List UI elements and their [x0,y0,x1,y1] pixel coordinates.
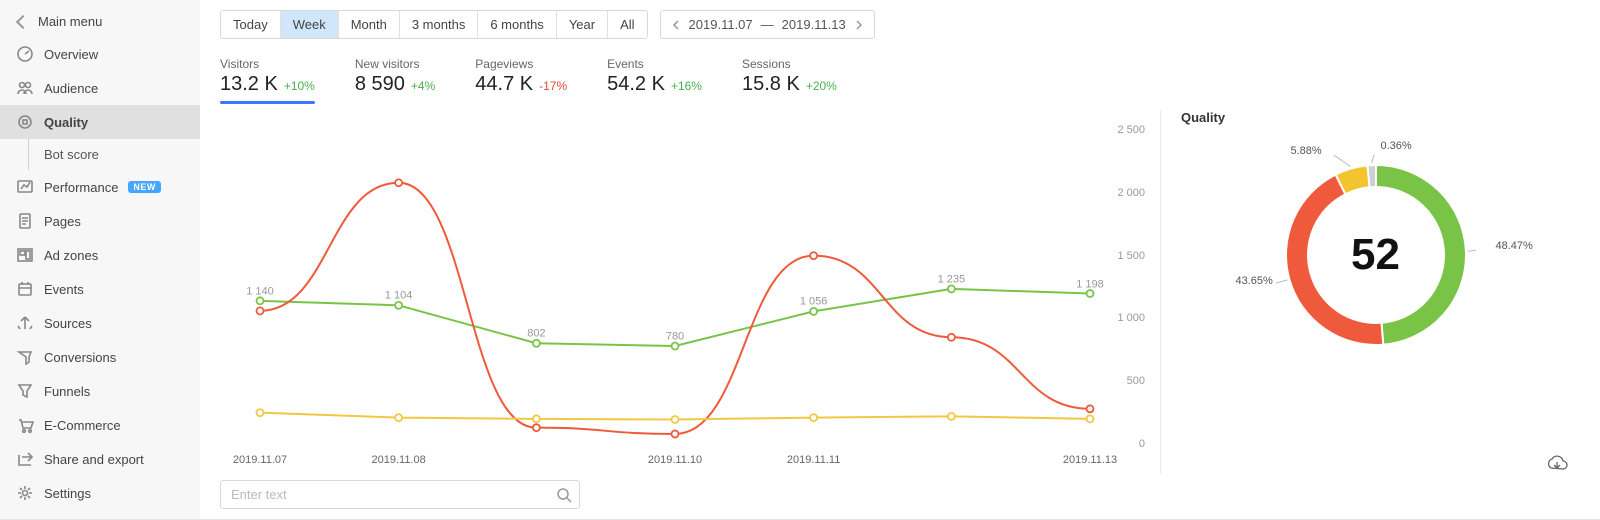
sidebar-item-label: Funnels [44,384,90,399]
search-box [220,480,580,509]
sources-icon [16,314,34,332]
metric-value: 54.2 K [607,73,665,96]
metric-visitors[interactable]: Visitors 13.2 K +10% [220,57,315,102]
metric-label: Visitors [220,57,315,71]
sidebar-item-label: Ad zones [44,248,98,263]
donut-slice-label: 5.88% [1291,145,1322,157]
new-badge: NEW [128,181,161,193]
sidebar-item-label: Conversions [44,350,116,365]
performance-icon [16,178,34,196]
metric-value: 13.2 K [220,73,278,96]
metric-new-visitors[interactable]: New visitors 8 590 +4% [355,57,435,102]
funnels-icon [16,382,34,400]
sidebar-item-sources[interactable]: Sources [0,306,200,340]
metric-label: Sessions [742,57,837,71]
metric-delta: +10% [284,79,315,93]
conversions-icon [16,348,34,366]
sidebar-item-quality[interactable]: Quality [0,105,200,139]
sidebar-item-performance[interactable]: Performance NEW [0,170,200,204]
sidebar-item-conversions[interactable]: Conversions [0,340,200,374]
metric-delta: -17% [539,79,567,93]
range-btn-today[interactable]: Today [221,11,281,38]
metric-events[interactable]: Events 54.2 K +16% [607,57,702,102]
sidebar-item-botscore[interactable]: Bot score [0,139,200,170]
date-to: 2019.11.13 [782,17,846,32]
metric-label: Events [607,57,702,71]
line-chart: 05001 0001 5002 0002 5002019.11.072019.1… [220,110,1150,474]
sidebar-item-label: E-Commerce [44,418,121,433]
overview-icon [16,45,34,63]
search-icon [556,487,572,503]
metrics-row: Visitors 13.2 K +10% New visitors 8 590 +4% Pa… [220,57,1570,102]
sidebar-item-label: Share and export [44,452,144,467]
range-btn-month[interactable]: Month [339,11,400,38]
date-range-picker[interactable]: 2019.11.07 — 2019.11.13 [660,10,875,39]
range-btn-all[interactable]: All [608,11,646,38]
metric-value: 15.8 K [742,73,800,96]
quality-title: Quality [1181,110,1570,125]
date-sep: — [761,17,774,32]
donut-slice-label: 43.65% [1236,275,1273,287]
sidebar-item-label: Settings [44,486,91,501]
sidebar-item-pages[interactable]: Pages [0,204,200,238]
cloud-download-icon[interactable] [1544,454,1570,474]
sidebar-item-label: Performance [44,180,118,195]
sidebar-item-shareexport[interactable]: Share and export [0,442,200,476]
range-btn-6months[interactable]: 6 months [478,11,556,38]
metric-label: New visitors [355,57,435,71]
shareexport-icon [16,450,34,468]
adzones-icon [16,246,34,264]
app-root: Main menu Overview Audience Quality Bot sco… [0,0,1600,520]
sidebar-item-overview[interactable]: Overview [0,37,200,71]
metric-delta: +16% [671,79,702,93]
search-input[interactable] [220,480,580,509]
date-from: 2019.11.07 [689,17,753,32]
sidebar-item-label: Quality [44,115,88,130]
chevron-left-icon [16,14,30,28]
sidebar-item-label: Bot score [44,147,99,162]
sidebar-item-adzones[interactable]: Ad zones [0,238,200,272]
main-content: TodayWeekMonth3 months6 monthsYearAll 20… [200,0,1600,519]
sidebar-item-label: Audience [44,81,98,96]
donut-slice-label: 48.47% [1496,240,1533,252]
sidebar-item-label: Sources [44,316,92,331]
sidebar-item-label: Overview [44,47,98,62]
chevron-right-icon [854,20,864,30]
range-btn-year[interactable]: Year [557,11,608,38]
range-btn-week[interactable]: Week [281,11,339,38]
time-range-group: TodayWeekMonth3 months6 monthsYearAll [220,10,648,39]
ecommerce-icon [16,416,34,434]
metric-value: 8 590 [355,73,405,96]
events-icon [16,280,34,298]
audience-icon [16,79,34,97]
chevron-left-icon [671,20,681,30]
main-menu-label: Main menu [38,14,102,29]
sidebar-item-funnels[interactable]: Funnels [0,374,200,408]
metric-delta: +20% [806,79,837,93]
sidebar-item-settings[interactable]: Settings [0,476,200,510]
metric-pageviews[interactable]: Pageviews 44.7 K -17% [475,57,567,102]
quality-panel: Quality 52 48.47%43.65%5.88%0.36% [1160,110,1570,474]
sidebar-item-label: Events [44,282,84,297]
topbar: TodayWeekMonth3 months6 monthsYearAll 20… [220,10,1570,39]
range-btn-3months[interactable]: 3 months [400,11,478,38]
quality-donut: 52 48.47%43.65%5.88%0.36% [1276,155,1476,355]
sidebar-item-events[interactable]: Events [0,272,200,306]
body-row: 05001 0001 5002 0002 5002019.11.072019.1… [220,110,1570,474]
sidebar-item-audience[interactable]: Audience [0,71,200,105]
quality-icon [16,113,34,131]
pages-icon [16,212,34,230]
settings-icon [16,484,34,502]
nav-list: Overview Audience Quality Bot score Performa… [0,37,200,510]
sidebar-item-label: Pages [44,214,81,229]
quality-score: 52 [1351,230,1400,280]
metric-sessions[interactable]: Sessions 15.8 K +20% [742,57,837,102]
metric-value: 44.7 K [475,73,533,96]
metric-label: Pageviews [475,57,567,71]
donut-slice-label: 0.36% [1381,140,1412,152]
main-menu-back[interactable]: Main menu [0,6,200,37]
metric-delta: +4% [411,79,435,93]
sidebar-item-ecommerce[interactable]: E-Commerce [0,408,200,442]
sidebar: Main menu Overview Audience Quality Bot sco… [0,0,200,519]
